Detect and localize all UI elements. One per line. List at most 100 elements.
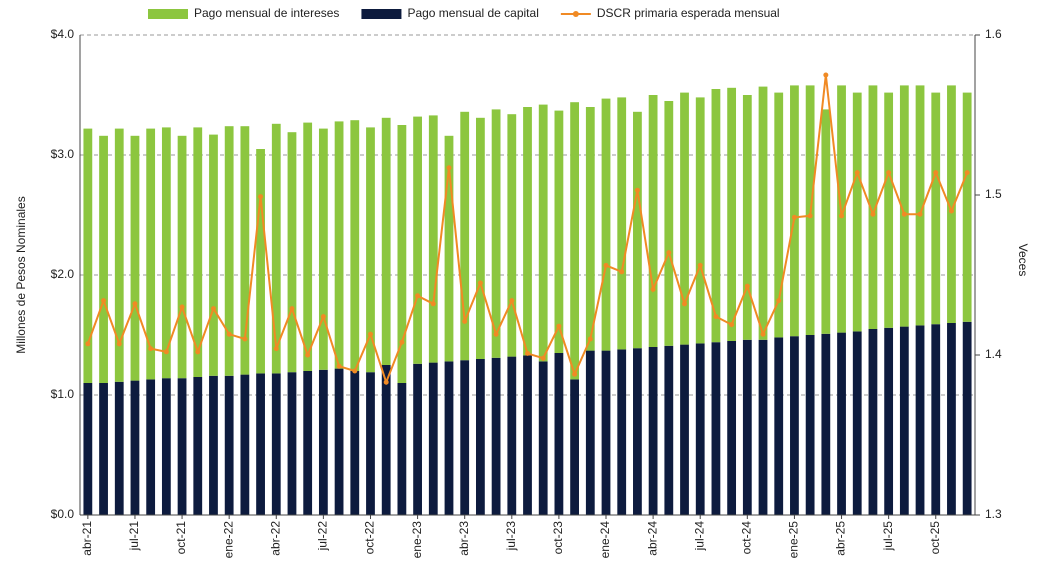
x-tick-label: ene-25 xyxy=(787,521,801,559)
line-point xyxy=(383,379,389,385)
bar-segment xyxy=(837,332,846,515)
bar-segment xyxy=(366,372,375,515)
bar-segment xyxy=(585,107,595,351)
line-point xyxy=(493,331,499,337)
bar-segment xyxy=(727,87,737,341)
bar-segment xyxy=(475,117,485,359)
bar-segment xyxy=(334,368,344,515)
x-tick-label: oct-24 xyxy=(739,521,753,555)
line-point xyxy=(839,213,845,219)
x-tick-label: ene-23 xyxy=(410,521,424,559)
bar-segment xyxy=(947,85,956,324)
bar-segment xyxy=(742,339,752,515)
legend-swatch xyxy=(148,9,188,19)
bar-segment xyxy=(931,92,941,325)
bar-segment xyxy=(350,371,360,515)
line-point xyxy=(195,349,201,355)
bar-segment xyxy=(680,92,689,345)
line-point xyxy=(697,262,703,268)
y2-tick-label: 1.5 xyxy=(985,187,1002,201)
line-point xyxy=(744,283,750,289)
line-point xyxy=(666,250,672,256)
legend-label: Pago mensual de intereses xyxy=(194,6,339,20)
x-tick-label: abr-25 xyxy=(834,521,848,556)
bar-segment xyxy=(617,349,627,515)
x-tick-label: abr-22 xyxy=(268,521,282,556)
bar-segment xyxy=(491,357,501,515)
bar-segment xyxy=(428,115,438,363)
bar-segment xyxy=(790,85,799,337)
bar-segment xyxy=(523,107,532,356)
bar-segment xyxy=(868,85,878,330)
y-tick-label: $4.0 xyxy=(51,27,75,41)
y-tick-label: $2.0 xyxy=(51,267,75,281)
line-point xyxy=(446,165,452,171)
line-point xyxy=(430,301,436,307)
bar-segment xyxy=(585,350,595,515)
bar-segment xyxy=(193,127,203,378)
bar-segment xyxy=(648,347,658,515)
bar-segment xyxy=(601,350,611,515)
x-tick-label: jul-23 xyxy=(504,521,518,552)
bar-segment xyxy=(695,97,705,344)
bar-segment xyxy=(381,117,391,365)
line-point xyxy=(650,286,656,292)
line-point xyxy=(148,346,154,352)
legend-label: DSCR primaria esperada mensual xyxy=(597,6,780,20)
x-tick-label: oct-23 xyxy=(551,521,565,555)
bar-segment xyxy=(790,336,799,515)
bar-segment xyxy=(209,134,218,376)
bar-segment xyxy=(130,135,140,381)
bar-segment xyxy=(538,361,548,515)
bar-segment xyxy=(899,326,909,515)
bar-segment xyxy=(366,127,375,373)
x-tick-label: jul-22 xyxy=(316,521,330,552)
bar-segment xyxy=(758,339,768,515)
line-point xyxy=(210,306,216,312)
bar-segment xyxy=(821,109,831,334)
line-point xyxy=(603,262,609,268)
line-point xyxy=(870,211,876,217)
bar-segment xyxy=(727,341,737,515)
y2-tick-label: 1.3 xyxy=(985,507,1002,521)
line-point xyxy=(619,269,625,275)
line-point xyxy=(289,306,295,312)
line-point xyxy=(760,331,766,337)
bar-segment xyxy=(931,324,941,515)
line-point xyxy=(101,298,107,304)
bar-segment xyxy=(303,122,313,371)
bar-segment xyxy=(224,126,234,376)
line-point xyxy=(823,72,829,78)
line-point xyxy=(273,346,279,352)
line-point xyxy=(933,170,939,176)
legend-swatch xyxy=(572,11,579,17)
bar-segment xyxy=(99,383,108,515)
bar-segment xyxy=(444,135,454,362)
bar-segment xyxy=(240,126,250,375)
y-tick-label: $3.0 xyxy=(51,147,75,161)
bar-segment xyxy=(852,92,862,332)
line-point xyxy=(901,211,907,217)
bar-segment xyxy=(83,383,93,515)
bar-segment xyxy=(475,359,485,515)
bar-segment xyxy=(99,135,108,383)
x-tick-label: jul-25 xyxy=(881,521,895,552)
bar-segment xyxy=(915,85,925,326)
line-point xyxy=(163,349,169,355)
line-point xyxy=(462,318,468,324)
line-point xyxy=(729,322,735,328)
bar-segment xyxy=(570,102,580,380)
x-tick-label: oct-21 xyxy=(174,521,188,555)
bar-segment xyxy=(444,361,454,515)
bar-segment xyxy=(397,125,407,383)
y2-tick-label: 1.4 xyxy=(985,347,1002,361)
line-point xyxy=(352,368,358,374)
x-tick-label: oct-22 xyxy=(363,521,377,555)
bar-segment xyxy=(271,373,281,515)
bar-segment xyxy=(962,92,972,322)
bar-segment xyxy=(460,111,470,361)
bar-segment xyxy=(271,123,281,374)
bar-segment xyxy=(805,335,815,515)
bar-segment xyxy=(711,342,721,515)
bar-segment xyxy=(240,374,250,515)
